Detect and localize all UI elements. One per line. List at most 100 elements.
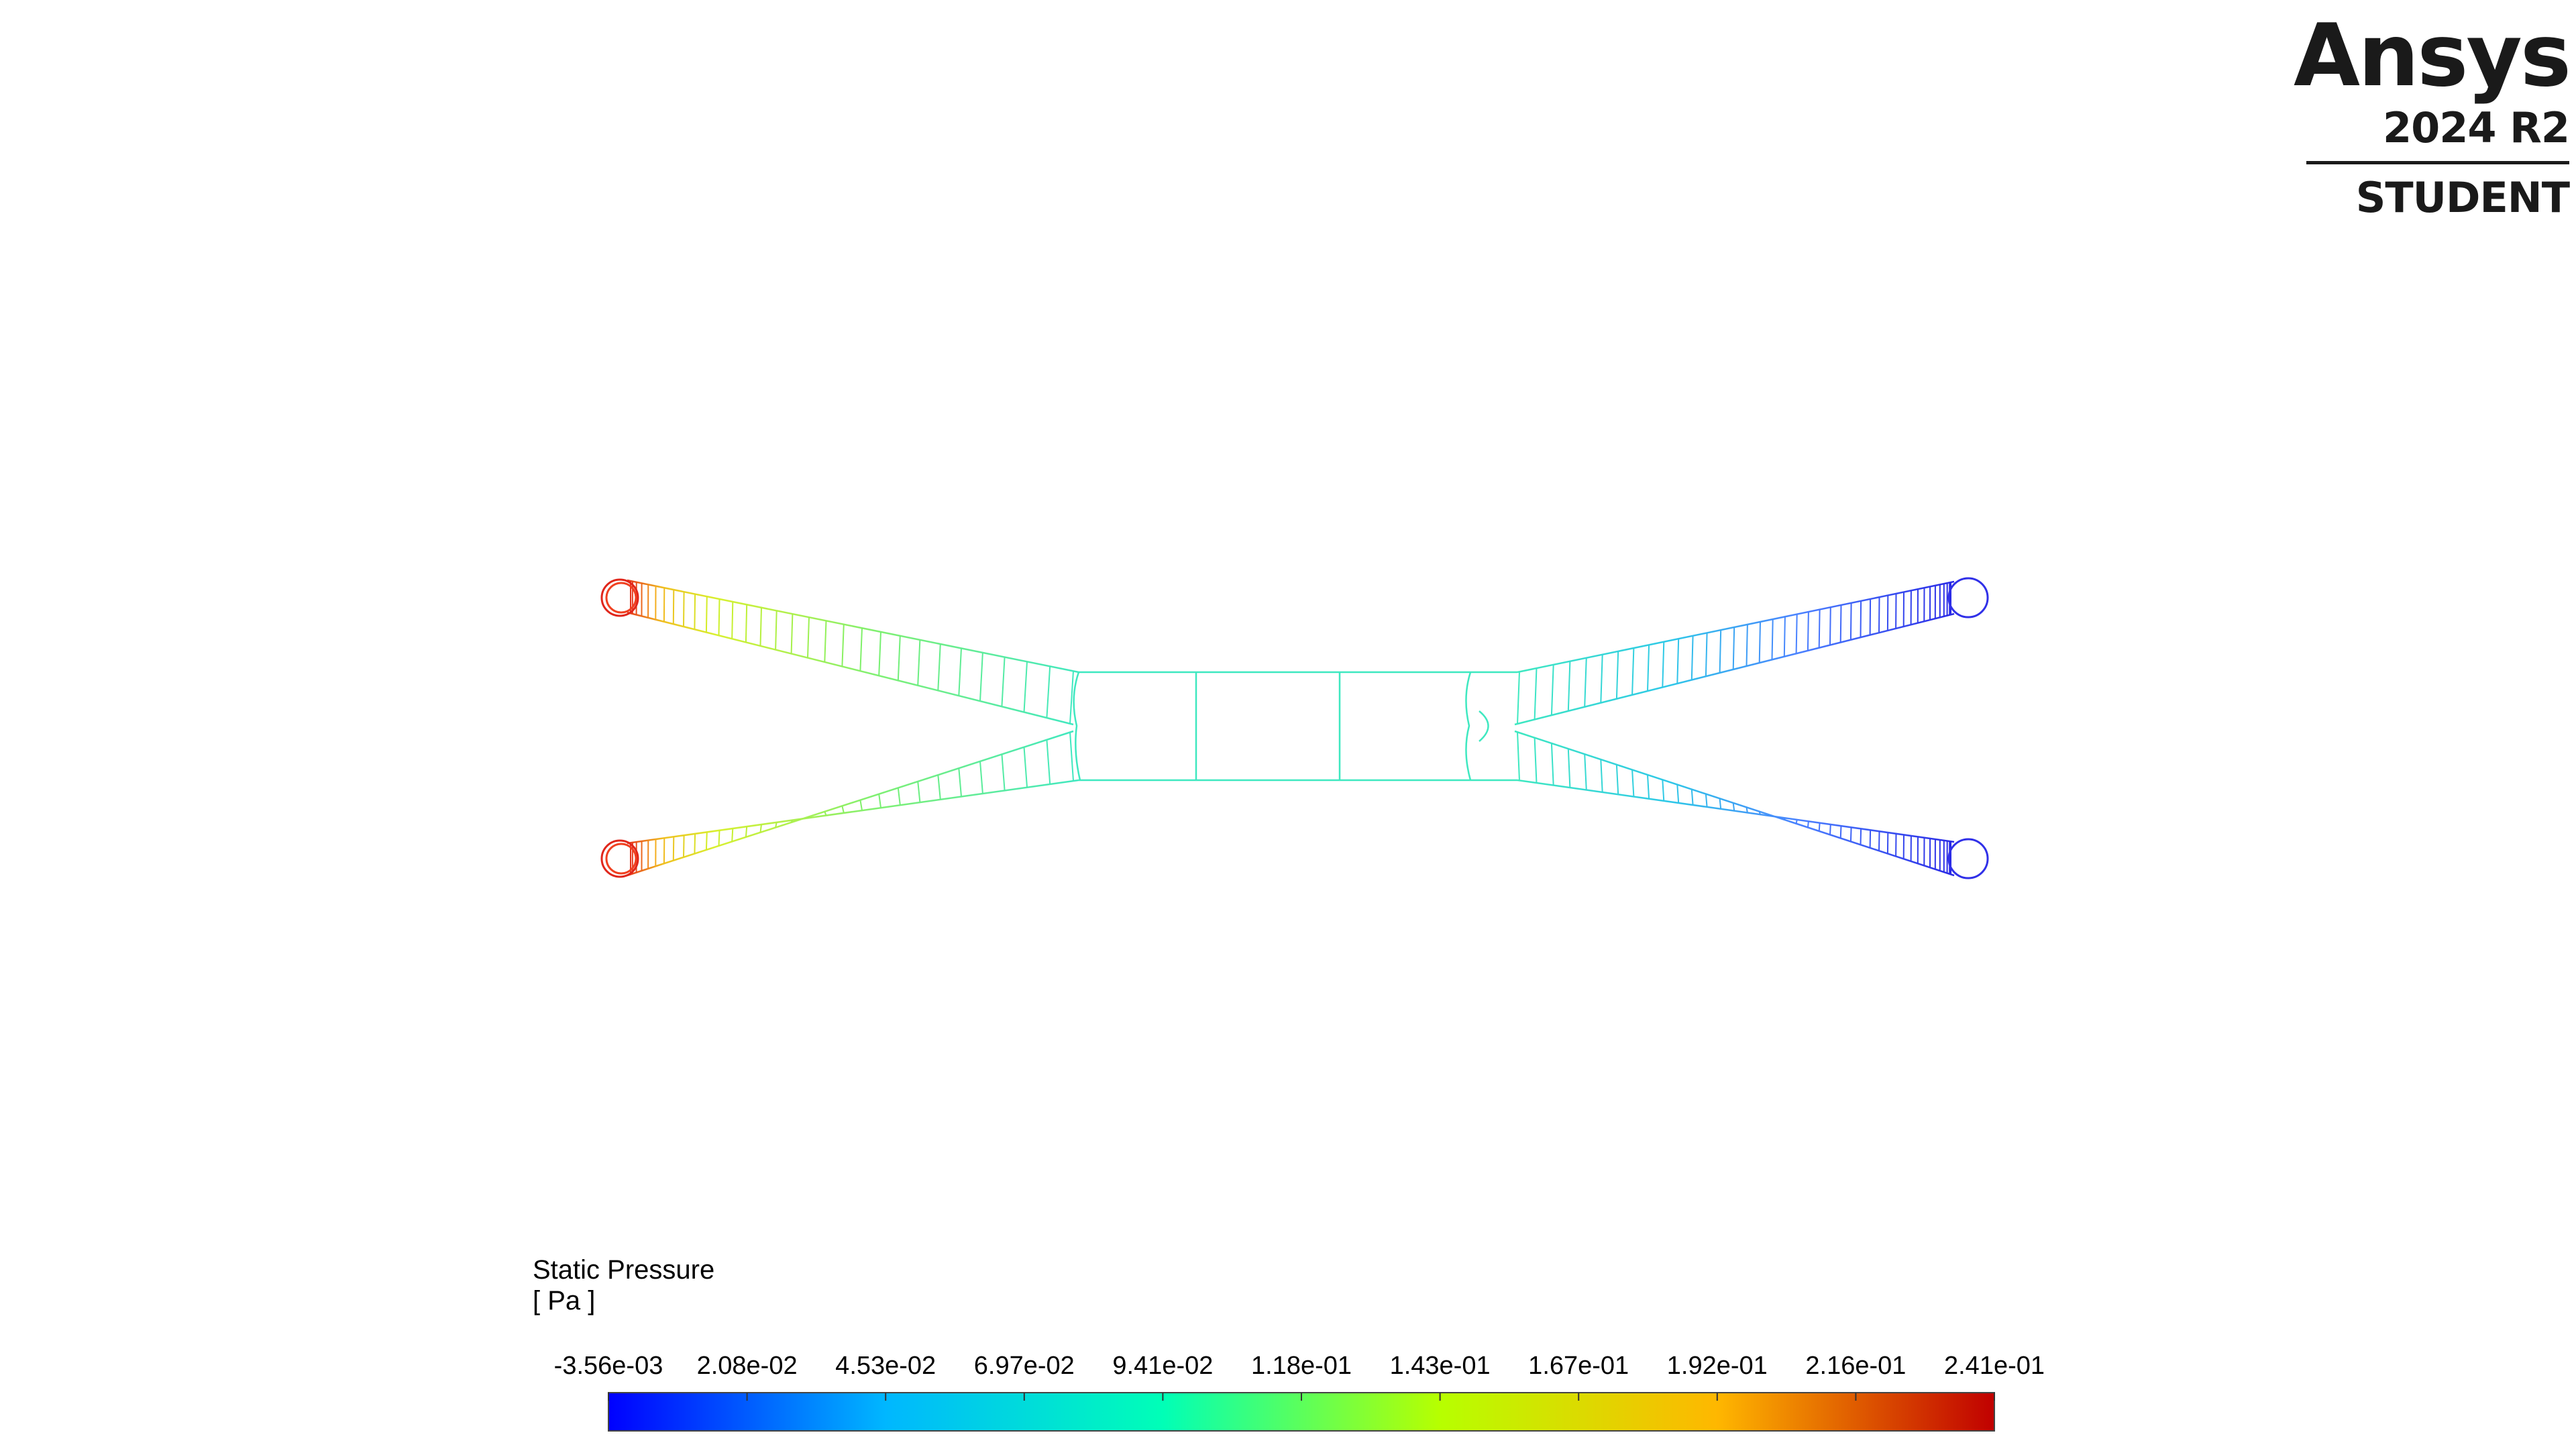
contour-line <box>807 816 810 818</box>
contour-line <box>718 830 720 847</box>
contour-line <box>1719 629 1722 673</box>
contour-line <box>694 594 696 630</box>
left-upper-branch <box>627 579 1079 726</box>
contour-line <box>1705 794 1708 808</box>
contour-line <box>1631 769 1635 797</box>
contour-line <box>1647 774 1650 800</box>
contour-line <box>1807 611 1809 651</box>
contour-line <box>1662 641 1665 688</box>
contour-line <box>958 767 962 797</box>
contour-line <box>1719 798 1722 810</box>
brand-edition: STUDENT <box>2355 173 2570 222</box>
brand-version: 2024 R2 <box>2382 103 2570 152</box>
contour-line <box>1783 616 1786 657</box>
contour-line <box>1878 831 1880 851</box>
contour-line <box>859 627 863 672</box>
contour-line <box>1046 739 1051 784</box>
contour-line <box>1746 807 1748 813</box>
inlet-lower-left <box>600 839 639 878</box>
contour-line <box>1069 731 1074 782</box>
legend-tick-label: 2.08e-02 <box>696 1352 798 1380</box>
contour-line <box>1771 619 1774 660</box>
contour-line <box>1046 665 1051 718</box>
contour-line <box>841 624 845 667</box>
contour-line <box>1600 654 1603 703</box>
contour-line <box>1069 670 1074 724</box>
outlet-upper-right <box>1947 577 1989 619</box>
contour-line <box>958 648 962 696</box>
contour-line <box>937 774 941 800</box>
contour-line <box>1869 830 1872 849</box>
contour-line <box>1878 596 1880 633</box>
contour-line <box>1746 624 1748 666</box>
contour-line <box>859 800 863 811</box>
contour-line <box>979 652 983 702</box>
contour-line <box>1795 614 1798 654</box>
legend-tick-label: 6.97e-02 <box>973 1352 1075 1380</box>
legend-unit: [ Pa ] <box>533 1286 596 1316</box>
contour-line <box>1662 780 1665 802</box>
contour-line <box>917 781 921 803</box>
contour-line <box>807 616 810 658</box>
contour-line <box>1647 645 1650 692</box>
inlet-upper-left <box>600 578 639 617</box>
outlet-lower-right <box>1947 838 1989 879</box>
contour-line <box>1550 743 1554 786</box>
legend-tick-label: 2.41e-01 <box>1943 1352 2045 1380</box>
legend-tick-label: 4.53e-02 <box>835 1352 936 1380</box>
contour-line <box>1829 607 1831 645</box>
contour-line <box>1676 638 1680 684</box>
contour-line <box>1517 671 1520 724</box>
contour-line <box>1615 764 1619 795</box>
legend-title: Static Pressure <box>533 1255 715 1285</box>
contour-line <box>1584 657 1587 707</box>
contour-line <box>1567 748 1571 788</box>
contour-line <box>897 635 901 681</box>
contour-line <box>1023 661 1028 712</box>
contour-line <box>1023 747 1028 788</box>
brand-divider <box>2306 161 2569 164</box>
legend-tick-label: 1.43e-01 <box>1389 1352 1491 1380</box>
legend-tick-label: 1.92e-01 <box>1666 1352 1768 1380</box>
contour-line <box>1818 822 1821 832</box>
contour-line <box>1567 661 1571 711</box>
contour-line <box>731 601 734 639</box>
contour-line <box>979 761 983 794</box>
contour-line <box>1534 667 1538 720</box>
contour-line <box>1869 598 1872 635</box>
contour-line <box>1001 657 1006 707</box>
contour-line <box>775 822 777 828</box>
contour-line <box>731 828 734 842</box>
contour-line <box>705 596 708 633</box>
contour-line <box>759 607 762 646</box>
contour-line <box>694 833 696 855</box>
contour-line <box>1732 802 1735 811</box>
contour-line <box>1631 647 1635 695</box>
contour-line <box>824 811 827 816</box>
contour-line <box>718 598 720 636</box>
contour-line <box>1818 609 1821 648</box>
contour-line <box>1676 784 1680 804</box>
ansys-logo: Ansys 2024 R2 STUDENT <box>2294 6 2571 228</box>
legend-tick-label: 1.18e-01 <box>1250 1352 1352 1380</box>
legend-tick-label: 1.67e-01 <box>1528 1352 1629 1380</box>
contour-line <box>917 639 921 686</box>
contour-line <box>878 794 881 808</box>
contour-line <box>878 631 881 676</box>
contour-line <box>937 643 941 691</box>
contour-line <box>1001 753 1006 791</box>
contour-line <box>824 621 827 662</box>
contour-line <box>1615 651 1619 699</box>
legend-tick-label: 9.41e-02 <box>1112 1352 1214 1380</box>
legend-tick-label: 2.16e-01 <box>1805 1352 1907 1380</box>
contour-line <box>1584 753 1587 791</box>
contour-line <box>1600 759 1603 793</box>
contour-line <box>1690 635 1694 680</box>
contour-line <box>841 806 845 813</box>
contour-line <box>1795 819 1798 824</box>
brand-name: Ansys <box>2294 6 2571 106</box>
contour-line <box>1705 633 1708 677</box>
contour-line <box>745 604 748 643</box>
central-channel <box>1073 671 1517 782</box>
